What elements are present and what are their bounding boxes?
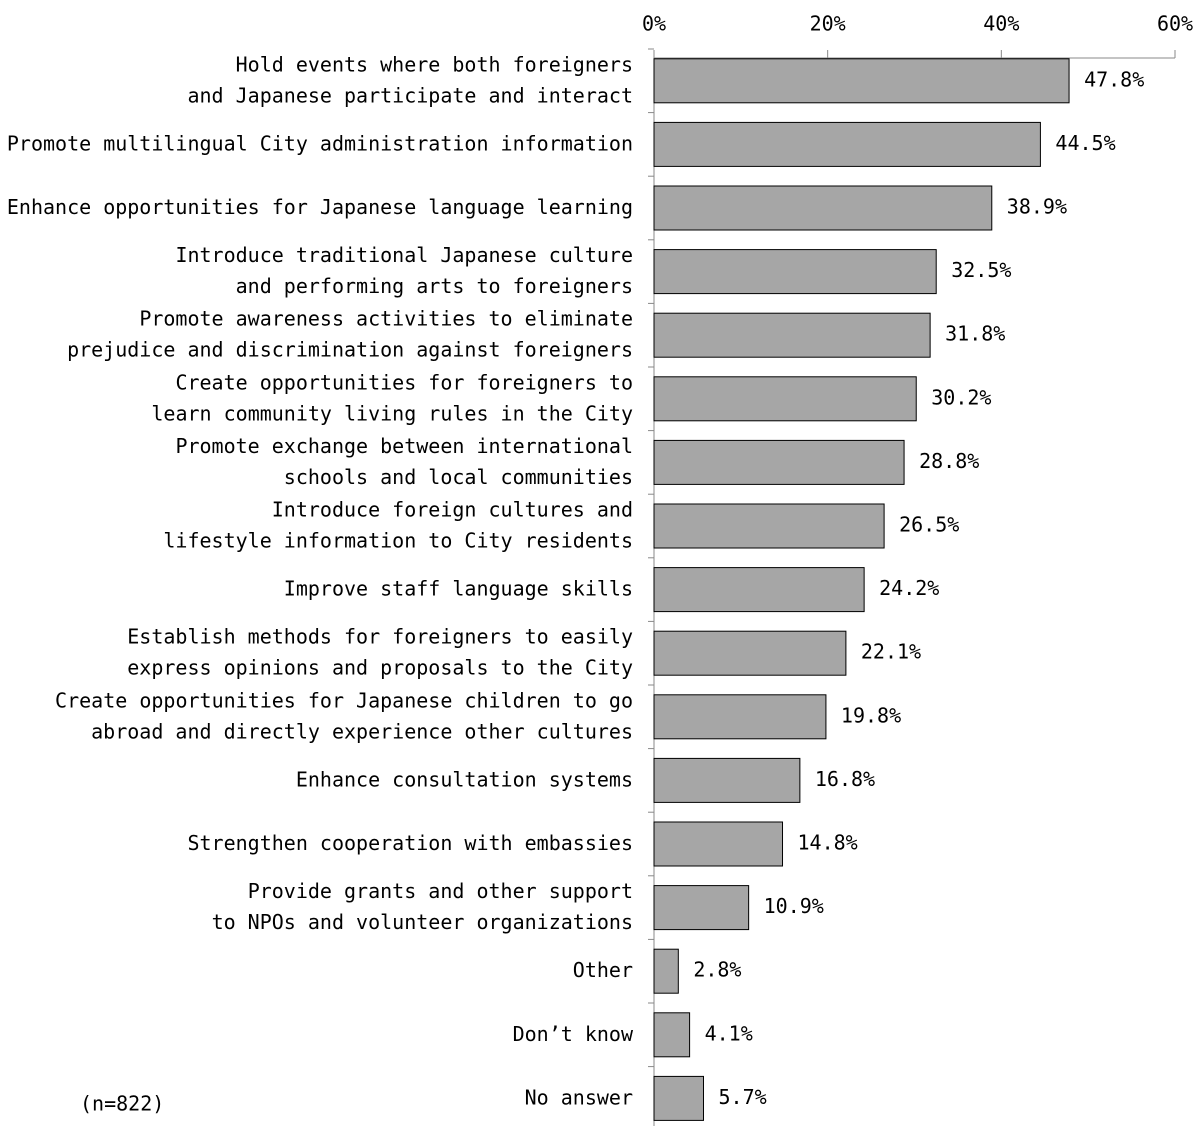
label-line: Other: [573, 958, 633, 982]
label-line: Create opportunities for Japanese childr…: [55, 688, 633, 712]
y-tick-label: Other: [573, 958, 633, 982]
bar: [653, 503, 885, 549]
bar: [653, 1075, 704, 1121]
bar: [653, 885, 750, 931]
label-line: Introduce foreign cultures and: [272, 497, 633, 521]
label-line: learn community living rules in the City: [151, 401, 633, 425]
y-tick-label: Establish methods for foreigners to easi…: [127, 624, 633, 679]
label-line: Create opportunities for foreigners to: [175, 370, 633, 394]
y-tick-label: Promote awareness activities to eliminat…: [67, 306, 633, 361]
y-tick-label: No answer: [525, 1085, 633, 1109]
value-label: 16.8%: [815, 767, 875, 791]
bar: [653, 121, 1041, 167]
label-line: Strengthen cooperation with embassies: [187, 831, 633, 855]
label-line: Improve staff language skills: [284, 576, 633, 600]
label-line: and performing arts to foreigners: [236, 274, 633, 298]
bar: [653, 58, 1070, 104]
value-label: 10.9%: [764, 894, 824, 918]
bar: [653, 185, 993, 231]
bar: [653, 567, 865, 613]
y-tick-label: Promote multilingual City administration…: [7, 131, 633, 155]
value-label: 5.7%: [718, 1085, 766, 1109]
label-line: prejudice and discrimination against for…: [67, 337, 633, 361]
value-label: 2.8%: [693, 958, 741, 982]
bar: [653, 1012, 691, 1058]
value-label: 22.1%: [861, 640, 921, 664]
label-line: Introduce traditional Japanese culture: [175, 243, 633, 267]
label-line: Provide grants and other support: [248, 879, 633, 903]
x-tick-label: 40%: [983, 12, 1019, 36]
bar: [653, 757, 801, 803]
label-line: lifestyle information to City residents: [163, 528, 633, 552]
value-label: 14.8%: [798, 831, 858, 855]
value-label: 31.8%: [945, 322, 1005, 346]
y-tick-label: Provide grants and other support to NPOs …: [212, 879, 633, 934]
value-label: 26.5%: [899, 513, 959, 537]
x-tick-label: 0%: [642, 12, 666, 36]
bar: [653, 312, 931, 358]
label-line: to NPOs and volunteer organizations: [212, 910, 633, 934]
y-tick-label: Introduce traditional Japanese culture an…: [175, 243, 633, 298]
y-tick-label: Improve staff language skills: [284, 576, 633, 600]
bar: [653, 694, 827, 740]
bar: [653, 376, 917, 422]
x-tick-label: 60%: [1157, 12, 1193, 36]
annotation: (n=822): [80, 1092, 164, 1116]
value-label: 38.9%: [1007, 195, 1067, 219]
label-line: abroad and directly experience other cul…: [91, 719, 633, 743]
y-tick-label: Create opportunities for Japanese childr…: [55, 688, 633, 743]
label-line: No answer: [525, 1085, 633, 1109]
value-label: 19.8%: [841, 703, 901, 727]
y-tick-label: Don’t know: [513, 1021, 634, 1045]
label-line: Promote multilingual City administration…: [7, 131, 633, 155]
bar: [653, 249, 937, 295]
y-tick-label: Promote exchange between international sc…: [175, 433, 633, 488]
label-line: express opinions and proposals to the Ci…: [127, 655, 633, 679]
value-label: 44.5%: [1055, 131, 1115, 155]
label-line: Don’t know: [513, 1021, 634, 1045]
bar: [653, 439, 905, 485]
y-tick-label: Introduce foreign cultures and lifestyle …: [163, 497, 633, 552]
label-line: Enhance consultation systems: [296, 767, 633, 791]
bar: [653, 821, 784, 867]
value-label: 32.5%: [951, 258, 1011, 282]
label-line: Promote exchange between international: [175, 433, 633, 457]
x-tick-label: 20%: [810, 12, 846, 36]
label-line: schools and local communities: [284, 464, 633, 488]
label-line: Establish methods for foreigners to easi…: [127, 624, 633, 648]
y-tick-label: Create opportunities for foreigners to le…: [151, 370, 633, 425]
value-label: 47.8%: [1084, 67, 1144, 91]
value-label: 30.2%: [931, 385, 991, 409]
value-label: 28.8%: [919, 449, 979, 473]
bar: [653, 948, 679, 994]
value-label: 24.2%: [879, 576, 939, 600]
label-line: Promote awareness activities to eliminat…: [139, 306, 633, 330]
label-line: Hold events where both foreigners: [236, 52, 633, 76]
y-tick-label: Strengthen cooperation with embassies: [187, 831, 633, 855]
y-tick-label: Enhance opportunities for Japanese langu…: [7, 195, 633, 219]
label-line: Enhance opportunities for Japanese langu…: [7, 195, 633, 219]
bar: [653, 630, 847, 676]
y-tick-label: Enhance consultation systems: [296, 767, 633, 791]
value-label: 4.1%: [705, 1021, 753, 1045]
label-line: and Japanese participate and interact: [187, 83, 633, 107]
y-tick-label: Hold events where both foreigners and Jap…: [187, 52, 633, 107]
